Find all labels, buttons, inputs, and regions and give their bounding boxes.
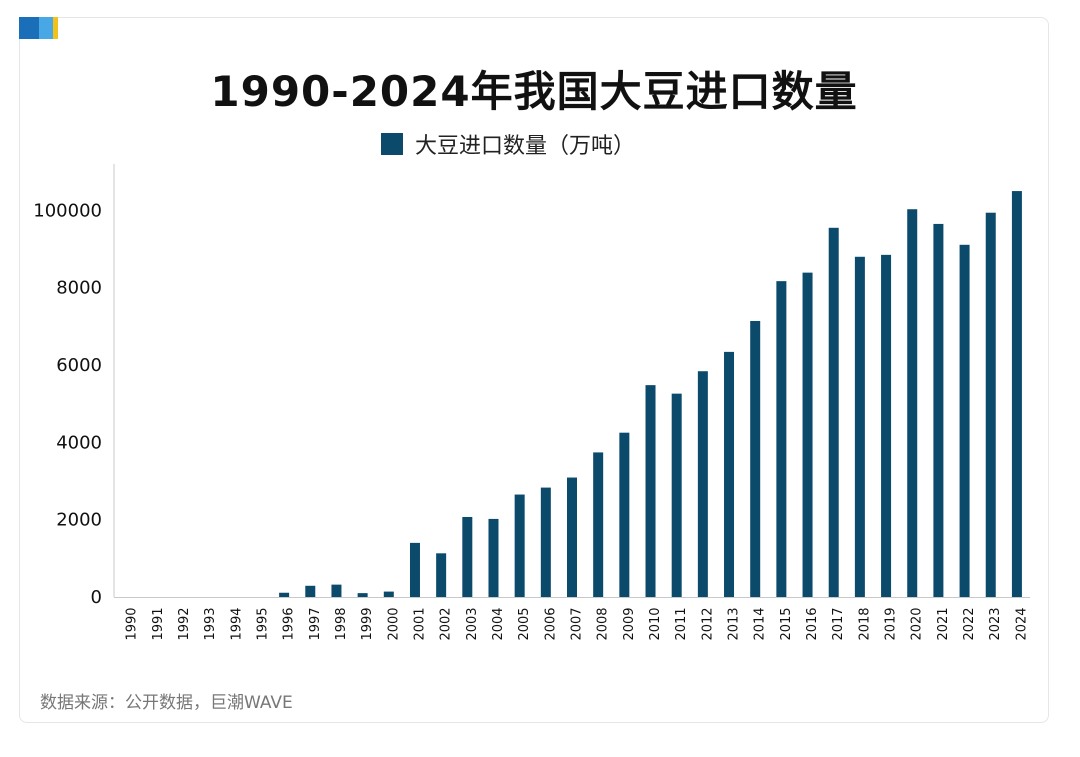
brand-logo-icon [19,17,58,39]
x-tick-label: 1999 [360,607,375,640]
bar-2010 [645,385,656,597]
bar-2021 [933,223,944,597]
bar-2019 [881,254,892,598]
x-tick-label: 2015 [779,607,794,640]
y-tick-label: 0 [91,587,102,608]
x-tick-label: 1995 [255,607,270,640]
x-tick-label: 2010 [648,607,663,640]
x-tick-label: 2004 [491,607,506,640]
y-tick-label: 100000 [33,200,102,221]
y-tick-label: 2000 [56,510,102,531]
x-tick-label: 2021 [936,607,951,640]
x-tick-label: 2020 [910,607,925,640]
x-tick-label: 2009 [622,607,637,640]
chart-card [19,17,1049,723]
y-tick-label: 8000 [56,278,102,299]
bar-2015 [776,281,787,597]
x-tick-label: 2013 [727,607,742,640]
bar-2005 [514,494,525,597]
x-tick-label: 2008 [596,607,611,640]
x-tick-label: 1993 [203,607,218,640]
bar-2012 [697,371,708,597]
x-tick-label: 1991 [151,607,166,640]
logo-block-light [39,17,53,39]
logo-block-dark [19,17,39,39]
x-tick-label: 2006 [543,607,558,640]
x-tick-label: 2003 [465,607,480,640]
x-tick-label: 2022 [962,607,977,640]
bar-2004 [488,518,499,597]
x-tick-label: 2024 [1014,607,1029,640]
y-tick-label: 6000 [56,355,102,376]
bar-1997 [305,585,316,597]
bar-2007 [567,477,577,597]
x-tick-label: 1994 [229,607,244,640]
chart-legend: 大豆进口数量（万吨） [381,130,636,159]
x-tick-label: 1992 [177,607,192,640]
x-tick-label: 2016 [805,607,820,640]
bar-2018 [854,256,865,597]
x-tick-label: 2002 [439,607,454,640]
bar-2017 [828,227,839,598]
data-source-note: 数据来源：公开数据，巨潮WAVE [40,693,293,713]
y-tick-label: 4000 [56,432,102,453]
x-tick-label: 2012 [700,607,715,640]
bar-2001 [409,542,420,597]
bar-2002 [436,553,447,597]
x-tick-label: 2019 [884,607,899,640]
bar-2009 [619,432,630,597]
x-tick-label: 2017 [831,607,846,640]
bar-1996 [279,592,290,597]
bar-2016 [802,272,813,597]
bar-2003 [462,516,473,597]
x-tick-label: 2000 [386,607,401,640]
bar-2024 [1011,191,1022,597]
bar-2014 [750,320,761,597]
bar-2006 [540,487,551,597]
x-tick-label: 1997 [308,607,323,640]
x-tick-label: 2023 [988,607,1003,640]
x-tick-label: 2014 [753,607,768,640]
bar-2022 [959,244,970,597]
bar-2020 [907,209,918,597]
x-tick-label: 2007 [570,607,585,640]
x-tick-label: 2001 [412,607,427,640]
x-tick-label: 2005 [517,607,532,640]
x-tick-label: 1996 [282,607,297,640]
bar-1999 [357,593,368,597]
bar-2008 [593,452,604,597]
legend-label: 大豆进口数量（万吨） [415,134,636,159]
bar-2013 [724,351,735,597]
logo-block-accent [53,17,58,39]
chart-title: 1990-2024年我国大豆进口数量 [210,67,858,116]
x-tick-label: 2018 [857,607,872,640]
bar-2011 [671,393,682,597]
legend-swatch [381,133,403,155]
bar-1998 [331,584,342,597]
x-tick-label: 1998 [334,607,349,640]
x-tick-label: 2011 [674,607,689,640]
x-tick-label: 1990 [125,607,140,640]
bar-2000 [383,591,394,597]
bar-2023 [985,212,996,597]
